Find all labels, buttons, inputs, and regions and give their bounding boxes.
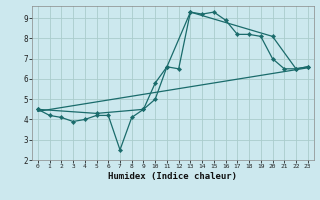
X-axis label: Humidex (Indice chaleur): Humidex (Indice chaleur) [108, 172, 237, 181]
